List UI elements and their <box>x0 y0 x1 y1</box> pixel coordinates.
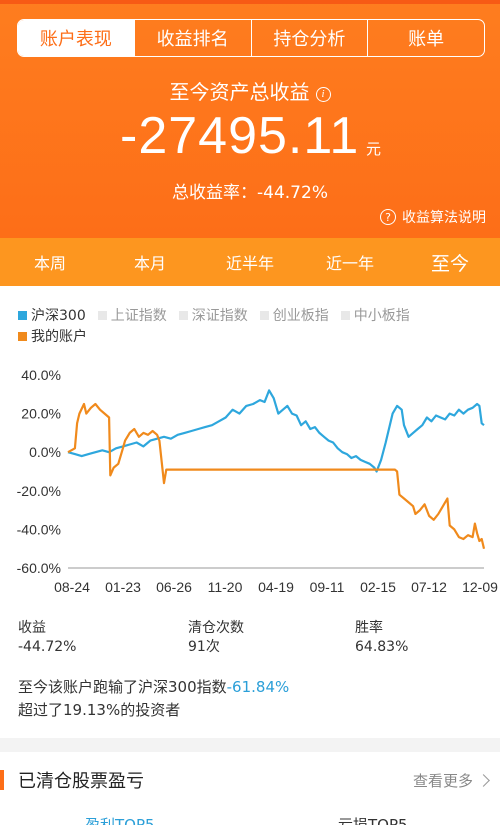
legend-item-szse[interactable]: 深证指数 <box>178 305 248 325</box>
period-tab-month[interactable]: 本月 <box>133 254 166 273</box>
y-tick-label: -60.0% <box>17 560 61 576</box>
subtab-profit-top5[interactable]: 盈利TOP5 <box>85 816 155 825</box>
question-icon: ? <box>380 209 396 225</box>
comparison-text: 至今该账户跑输了沪深300指数 <box>18 678 227 696</box>
section-accent-bar <box>0 769 4 790</box>
return-line-chart: 40.0% 20.0% 0.0% -20.0% -40.0% -60.0% 08-24 01-… <box>17 367 498 595</box>
legend-swatch <box>18 331 27 341</box>
comparison-summary: 至今该账户跑输了沪深300指数-61.84% 超过了19.13%的投资者 <box>18 676 289 722</box>
stat-clear-count: 清仓次数 91次 <box>188 619 244 657</box>
x-tick-label: 04-19 <box>258 579 294 595</box>
x-tick-label: 01-23 <box>105 579 141 595</box>
tab-profit-ranking[interactable]: 收益排名 <box>133 20 251 56</box>
tab-bill[interactable]: 账单 <box>367 20 484 56</box>
tab-holdings-analysis[interactable]: 持仓分析 <box>250 20 368 56</box>
stat-profit-value: -44.72% <box>18 639 77 655</box>
total-profit-value: -27495.11 <box>120 107 360 165</box>
legend-swatch <box>178 310 188 320</box>
cleared-stocks-section-header: 已清仓股票盈亏 查看更多 <box>0 752 500 807</box>
legend-item-chinext[interactable]: 创业板指 <box>259 305 329 325</box>
x-tick-label: 06-26 <box>156 579 192 595</box>
x-tick-label: 12-09 <box>462 579 498 595</box>
legend-swatch <box>340 310 350 320</box>
view-more-label: 查看更多 <box>412 772 473 790</box>
comparison-highlight: -61.84% <box>226 678 290 696</box>
legend-item-sme[interactable]: 中小板指 <box>340 305 410 325</box>
x-tick-label: 11-20 <box>208 579 243 595</box>
period-tab-half-year[interactable]: 近半年 <box>225 254 274 273</box>
x-tick-label: 09-11 <box>310 579 345 595</box>
subtab-loss-top5[interactable]: 亏损TOP5 <box>338 816 408 825</box>
stat-clear-count-label: 清仓次数 <box>188 620 244 636</box>
legend-label: 创业板指 <box>272 308 329 324</box>
total-profit-title: 至今资产总收益 <box>169 80 310 104</box>
stat-profit: 收益 -44.72% <box>18 619 76 657</box>
section-title: 已清仓股票盈亏 <box>18 770 144 792</box>
x-tick-label: 08-24 <box>54 579 90 595</box>
cleared-stocks-subtabs: 盈利TOP5 亏损TOP5 <box>0 812 500 825</box>
view-more-link[interactable]: 查看更多 <box>412 770 490 791</box>
legend-label: 深证指数 <box>191 308 248 324</box>
stat-win-rate-value: 64.83% <box>355 639 409 655</box>
x-tick-label: 07-12 <box>411 579 447 595</box>
legend-item-my-account[interactable]: 我的账户 <box>18 326 87 346</box>
y-tick-label: -20.0% <box>17 483 61 499</box>
currency-unit: 元 <box>366 140 382 158</box>
y-tick-label: 40.0% <box>21 367 61 383</box>
series-line-my-account <box>67 402 486 549</box>
stat-profit-label: 收益 <box>18 620 46 636</box>
period-tab-year[interactable]: 近一年 <box>325 254 374 273</box>
investor-rank-text: 超过了19.13%的投资者 <box>18 701 181 719</box>
legend-item-hs300[interactable]: 沪深300 <box>18 305 86 325</box>
period-tab-week[interactable]: 本周 <box>33 254 66 273</box>
y-tick-label: 0.0% <box>29 444 61 460</box>
section-divider <box>0 738 500 752</box>
legend-swatch <box>259 310 269 320</box>
stat-clear-count-value: 91次 <box>188 639 220 655</box>
legend-swatch <box>18 310 27 320</box>
y-tick-label: -40.0% <box>17 521 61 537</box>
stat-win-rate-label: 胜率 <box>355 620 383 636</box>
main-tab-bar: 账户表现 收益排名 持仓分析 账单 <box>17 19 485 57</box>
y-tick-label: 20.0% <box>21 406 61 422</box>
legend-swatch <box>97 310 107 320</box>
chevron-right-icon <box>477 774 490 787</box>
algorithm-help-link[interactable]: ? 收益算法说明 <box>380 207 486 227</box>
algorithm-help-label: 收益算法说明 <box>402 210 486 226</box>
stat-win-rate: 胜率 64.83% <box>355 619 408 657</box>
chart-legend: 沪深300 上证指数 深证指数 创业板指 中小板指 我的账户 <box>18 305 488 347</box>
legend-item-sse[interactable]: 上证指数 <box>97 305 167 325</box>
legend-label: 我的账户 <box>31 329 87 345</box>
legend-label: 上证指数 <box>110 308 167 324</box>
x-tick-label: 02-15 <box>360 579 396 595</box>
period-tab-bar: 本周 本月 近半年 近一年 至今 <box>0 238 500 286</box>
tab-account-performance[interactable]: 账户表现 <box>18 20 134 56</box>
period-tab-to-date[interactable]: 至今 <box>430 252 469 275</box>
legend-label: 沪深300 <box>31 308 86 324</box>
total-return-rate: 总收益率：-44.72% <box>172 183 328 203</box>
legend-label: 中小板指 <box>353 308 410 324</box>
info-icon[interactable]: i <box>315 87 331 102</box>
total-profit-label: 至今资产总收益 i <box>0 76 500 105</box>
summary-header: 账户表现 收益排名 持仓分析 账单 至今资产总收益 i -27495.11 元 总… <box>0 0 500 238</box>
status-strip <box>0 0 500 4</box>
stats-row: 收益 -44.72% 清仓次数 91次 胜率 64.83% <box>18 619 488 659</box>
